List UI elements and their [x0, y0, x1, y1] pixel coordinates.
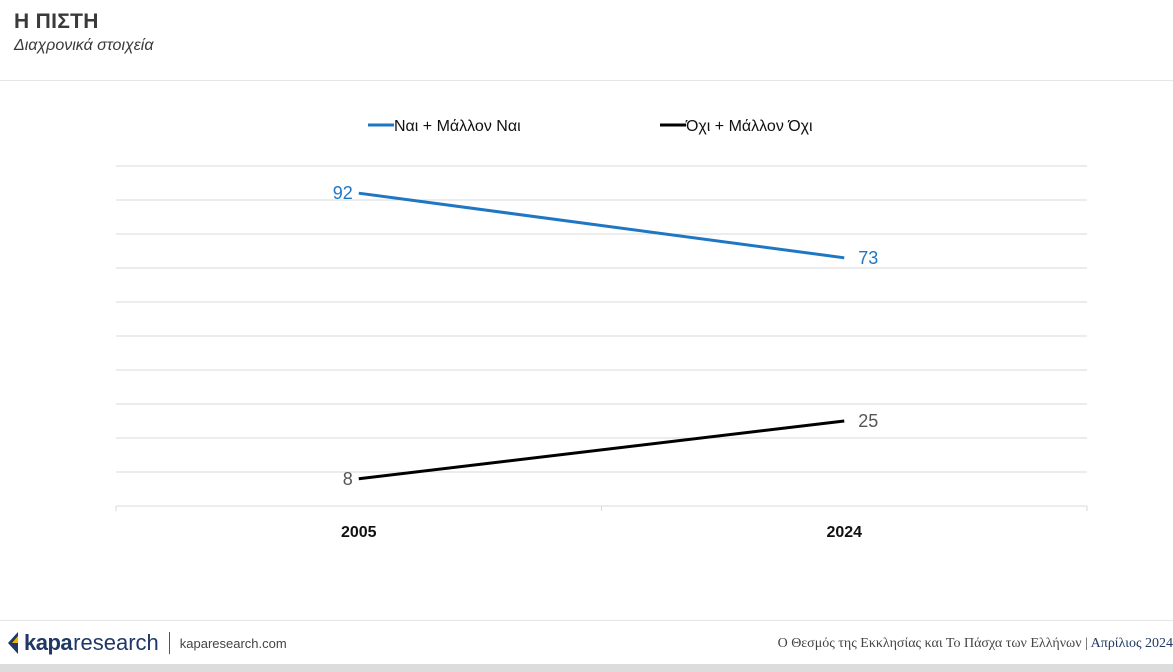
data-label: 73 — [858, 248, 878, 268]
footer-separator: | — [1085, 636, 1088, 651]
series-line-1 — [358, 419, 845, 481]
legend-label: Όχι + Μάλλον Όχι — [685, 118, 813, 135]
kapa-logo-icon — [8, 632, 18, 654]
x-tick-label: 2024 — [826, 524, 862, 541]
page-header: Η ΠΙΣΤΗ Διαχρονικά στοιχεία — [14, 10, 153, 55]
logo-separator — [168, 632, 170, 654]
series-line-0 — [358, 191, 845, 260]
footer-report-info: Ο Θεσμός της Εκκλησίας και Το Πάσχα των … — [778, 636, 1173, 652]
footer-logo: kapa research kaparesearch.com — [8, 630, 287, 656]
page-title: Η ΠΙΣΤΗ — [14, 10, 99, 33]
website-url[interactable]: kaparesearch.com — [179, 635, 287, 651]
page-subtitle: Διαχρονικά στοιχεία — [14, 37, 154, 54]
x-tick-label: 2005 — [341, 524, 377, 541]
footer-divider — [0, 620, 1173, 621]
logo-text-bold: kapa — [24, 630, 73, 655]
report-date: Απρίλιος 2024 — [1090, 636, 1173, 651]
data-label: 25 — [858, 411, 878, 431]
data-label: 8 — [343, 469, 353, 489]
header-divider — [0, 80, 1173, 81]
logo-text-light: research — [73, 630, 159, 655]
line-chart: 2005 2024 92 73 8 25 Ναι + Μάλλον Ναι Όχι + Μάλ… — [115, 118, 1088, 541]
data-label: 92 — [333, 183, 353, 203]
bottom-shadow — [0, 664, 1173, 672]
report-title: Ο Θεσμός της Εκκλησίας και Το Πάσχα των … — [777, 636, 1082, 651]
legend-label: Ναι + Μάλλον Ναι — [394, 118, 521, 135]
